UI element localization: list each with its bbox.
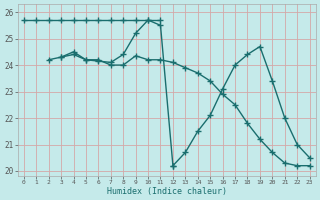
X-axis label: Humidex (Indice chaleur): Humidex (Indice chaleur) [107, 187, 227, 196]
